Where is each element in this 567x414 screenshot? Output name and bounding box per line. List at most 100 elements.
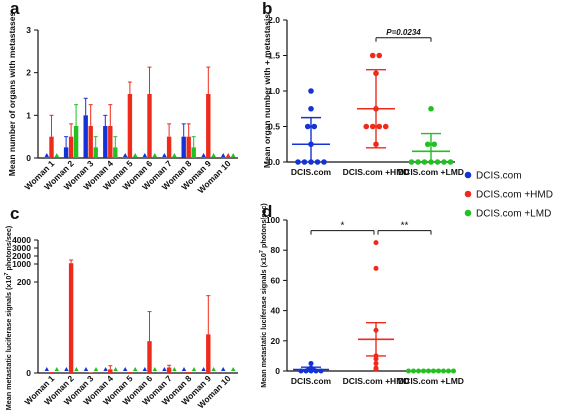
- data-point: [295, 159, 301, 165]
- y-tick-label: 100: [266, 215, 280, 225]
- bar: [127, 94, 133, 158]
- zero-marker: [162, 367, 167, 371]
- bar: [63, 147, 69, 158]
- bar: [68, 136, 74, 158]
- bar: [166, 136, 172, 158]
- y-tick-label: 3: [26, 25, 31, 35]
- data-point: [382, 123, 389, 130]
- significance-label: *: [341, 221, 345, 232]
- zero-marker: [226, 153, 231, 157]
- y-tick-label: 2.0: [268, 15, 280, 25]
- data-point: [421, 159, 428, 165]
- bar: [147, 94, 152, 158]
- zero-marker: [221, 153, 226, 157]
- zero-marker: [133, 153, 138, 157]
- data-point: [369, 52, 376, 59]
- data-point: [376, 52, 383, 59]
- zero-marker: [44, 367, 49, 371]
- y-tick-label: 80: [271, 245, 281, 255]
- bar: [49, 372, 54, 373]
- zero-marker: [211, 153, 216, 157]
- bar: [147, 341, 152, 373]
- panel-a: a 0 1 2 3 Mean number of organs with metastas…: [7, 0, 238, 195]
- bar: [166, 367, 172, 373]
- y-tick-label: 2: [26, 68, 31, 78]
- bar: [206, 94, 211, 158]
- data-point: [431, 141, 438, 148]
- x-tick-label: DCIS.com +LMD: [398, 376, 464, 386]
- bar: [73, 126, 79, 158]
- bar: [49, 136, 54, 158]
- data-point: [373, 265, 379, 271]
- y-axis-label-exponent: 7: [259, 250, 265, 253]
- data-point: [321, 159, 327, 165]
- x-tick-label: DCIS.com: [291, 167, 332, 177]
- bar: [68, 263, 74, 373]
- p-value-annotation: P=0.0234: [386, 28, 421, 37]
- y-tick-label: 2000: [12, 251, 31, 261]
- y-axis-label: Mean metastatic luciferase signals (x107…: [4, 225, 13, 410]
- legend-label: DCIS.com +LMD: [476, 209, 551, 220]
- data-point: [424, 141, 431, 148]
- data-point: [363, 123, 370, 130]
- y-tick-label: 3000: [12, 243, 31, 253]
- y-tick-label: 0: [26, 153, 31, 163]
- zero-marker: [93, 367, 99, 371]
- data-point: [451, 368, 456, 374]
- x-tick-label: DCIS.com: [291, 376, 332, 386]
- zero-marker: [64, 367, 69, 371]
- data-point: [441, 159, 447, 165]
- y-tick-label: 60: [271, 275, 281, 285]
- data-point: [304, 123, 311, 130]
- legend-marker: [464, 190, 472, 198]
- bar: [186, 136, 191, 158]
- zero-marker: [83, 367, 89, 371]
- bar: [108, 126, 113, 158]
- significance-label: **: [401, 221, 409, 232]
- zero-marker: [172, 153, 177, 157]
- zero-marker: [231, 367, 236, 371]
- y-tick-label: 0: [275, 366, 280, 376]
- zero-marker: [152, 153, 157, 157]
- bar: [186, 372, 191, 373]
- zero-marker: [54, 153, 59, 157]
- bar: [113, 147, 118, 158]
- x-tick-label: DCIS.com +HMD: [343, 167, 410, 177]
- bar: [88, 126, 93, 158]
- bar: [93, 147, 98, 158]
- data-point: [311, 123, 318, 130]
- bar: [108, 369, 113, 373]
- x-tick-label: DCIS.com +HMD: [343, 376, 410, 386]
- bar: [83, 115, 88, 158]
- zero-marker: [152, 367, 157, 371]
- data-point: [408, 159, 415, 165]
- y-tick-label: 1: [26, 110, 31, 120]
- y-tick-label: 1.5: [268, 51, 280, 61]
- data-point: [369, 123, 376, 130]
- legend-marker: [464, 209, 472, 217]
- bar: [103, 126, 108, 158]
- y-axis-label-main: Mean metastatic luciferase signals (x10: [4, 276, 13, 411]
- zero-marker: [133, 367, 138, 371]
- zero-marker: [201, 367, 206, 371]
- legend-label: DCIS.com: [476, 171, 522, 182]
- bar: [206, 334, 211, 373]
- y-axis-label: Mean metastatic luciferase signals (x107…: [259, 203, 268, 388]
- y-tick-label: 1.0: [268, 86, 280, 96]
- bar: [127, 372, 133, 373]
- data-point: [434, 159, 441, 165]
- zero-marker: [231, 153, 236, 157]
- bar: [181, 136, 186, 158]
- data-point: [406, 368, 411, 374]
- data-point: [415, 159, 421, 165]
- zero-marker: [142, 367, 147, 371]
- panel-letter-c: c: [10, 204, 19, 223]
- y-axis-label-exponent: 7: [4, 273, 10, 276]
- zero-marker: [221, 367, 226, 371]
- data-point: [428, 105, 434, 112]
- zero-marker: [123, 367, 128, 371]
- x-tick-label: DCIS.com +LMD: [398, 167, 464, 177]
